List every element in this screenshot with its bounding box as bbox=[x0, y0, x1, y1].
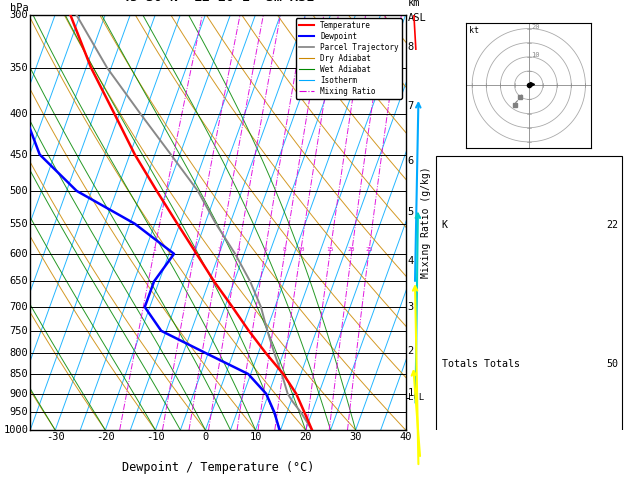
Text: 900: 900 bbox=[9, 389, 28, 399]
Text: 950: 950 bbox=[9, 407, 28, 417]
Text: 750: 750 bbox=[9, 326, 28, 336]
Text: 3: 3 bbox=[218, 247, 221, 252]
Text: -20: -20 bbox=[96, 432, 114, 442]
Text: 1000: 1000 bbox=[3, 425, 28, 435]
Text: 10: 10 bbox=[532, 52, 540, 58]
Text: 2: 2 bbox=[192, 247, 196, 252]
Text: 10: 10 bbox=[249, 432, 262, 442]
Text: 40: 40 bbox=[399, 432, 412, 442]
Text: ASL: ASL bbox=[408, 13, 426, 22]
Text: 500: 500 bbox=[9, 186, 28, 196]
Text: -30: -30 bbox=[46, 432, 65, 442]
Text: 6: 6 bbox=[263, 247, 267, 252]
Text: 400: 400 bbox=[9, 109, 28, 119]
Text: 5: 5 bbox=[408, 207, 414, 217]
Text: 2: 2 bbox=[408, 346, 414, 356]
Text: 10: 10 bbox=[297, 247, 304, 252]
Text: LCL: LCL bbox=[408, 393, 424, 402]
Text: 8: 8 bbox=[283, 247, 287, 252]
Text: 50: 50 bbox=[606, 359, 618, 368]
Text: 3: 3 bbox=[408, 302, 414, 312]
Text: 02.06.2024  18GMT (Base: 18): 02.06.2024 18GMT (Base: 18) bbox=[427, 0, 626, 2]
Text: 0: 0 bbox=[203, 432, 209, 442]
Text: Mixing Ratio (g/kg): Mixing Ratio (g/kg) bbox=[421, 167, 431, 278]
Text: 4: 4 bbox=[237, 247, 240, 252]
Text: 1: 1 bbox=[408, 388, 414, 398]
Text: 6: 6 bbox=[408, 156, 414, 166]
Text: kt: kt bbox=[469, 26, 479, 35]
Text: 300: 300 bbox=[9, 10, 28, 19]
Text: 1: 1 bbox=[152, 247, 156, 252]
Text: 20: 20 bbox=[299, 432, 312, 442]
Text: K: K bbox=[442, 220, 448, 230]
Text: 450: 450 bbox=[9, 150, 28, 159]
Text: 800: 800 bbox=[9, 348, 28, 358]
Text: 20: 20 bbox=[348, 247, 355, 252]
Text: 15: 15 bbox=[326, 247, 334, 252]
Text: 25: 25 bbox=[365, 247, 372, 252]
Text: 30: 30 bbox=[349, 432, 362, 442]
Text: 22: 22 bbox=[606, 220, 618, 230]
Text: 350: 350 bbox=[9, 63, 28, 73]
Text: -10: -10 bbox=[146, 432, 165, 442]
Legend: Temperature, Dewpoint, Parcel Trajectory, Dry Adiabat, Wet Adiabat, Isotherm, Mi: Temperature, Dewpoint, Parcel Trajectory… bbox=[296, 18, 402, 99]
Text: 45°30'N  12°20'E  3m ASL: 45°30'N 12°20'E 3m ASL bbox=[122, 0, 314, 4]
Text: Totals Totals: Totals Totals bbox=[442, 359, 520, 368]
Text: hPa: hPa bbox=[9, 2, 28, 13]
Text: 850: 850 bbox=[9, 369, 28, 379]
Text: 700: 700 bbox=[9, 302, 28, 312]
Text: © weatheronline.co.uk: © weatheronline.co.uk bbox=[470, 417, 583, 426]
Text: 8: 8 bbox=[408, 42, 414, 52]
Text: km: km bbox=[408, 0, 420, 8]
Text: 7: 7 bbox=[408, 101, 414, 111]
Text: 650: 650 bbox=[9, 277, 28, 286]
Text: 20: 20 bbox=[532, 24, 540, 30]
Text: 600: 600 bbox=[9, 249, 28, 259]
Text: 550: 550 bbox=[9, 219, 28, 229]
Text: Dewpoint / Temperature (°C): Dewpoint / Temperature (°C) bbox=[122, 461, 314, 474]
Text: 4: 4 bbox=[408, 256, 414, 266]
